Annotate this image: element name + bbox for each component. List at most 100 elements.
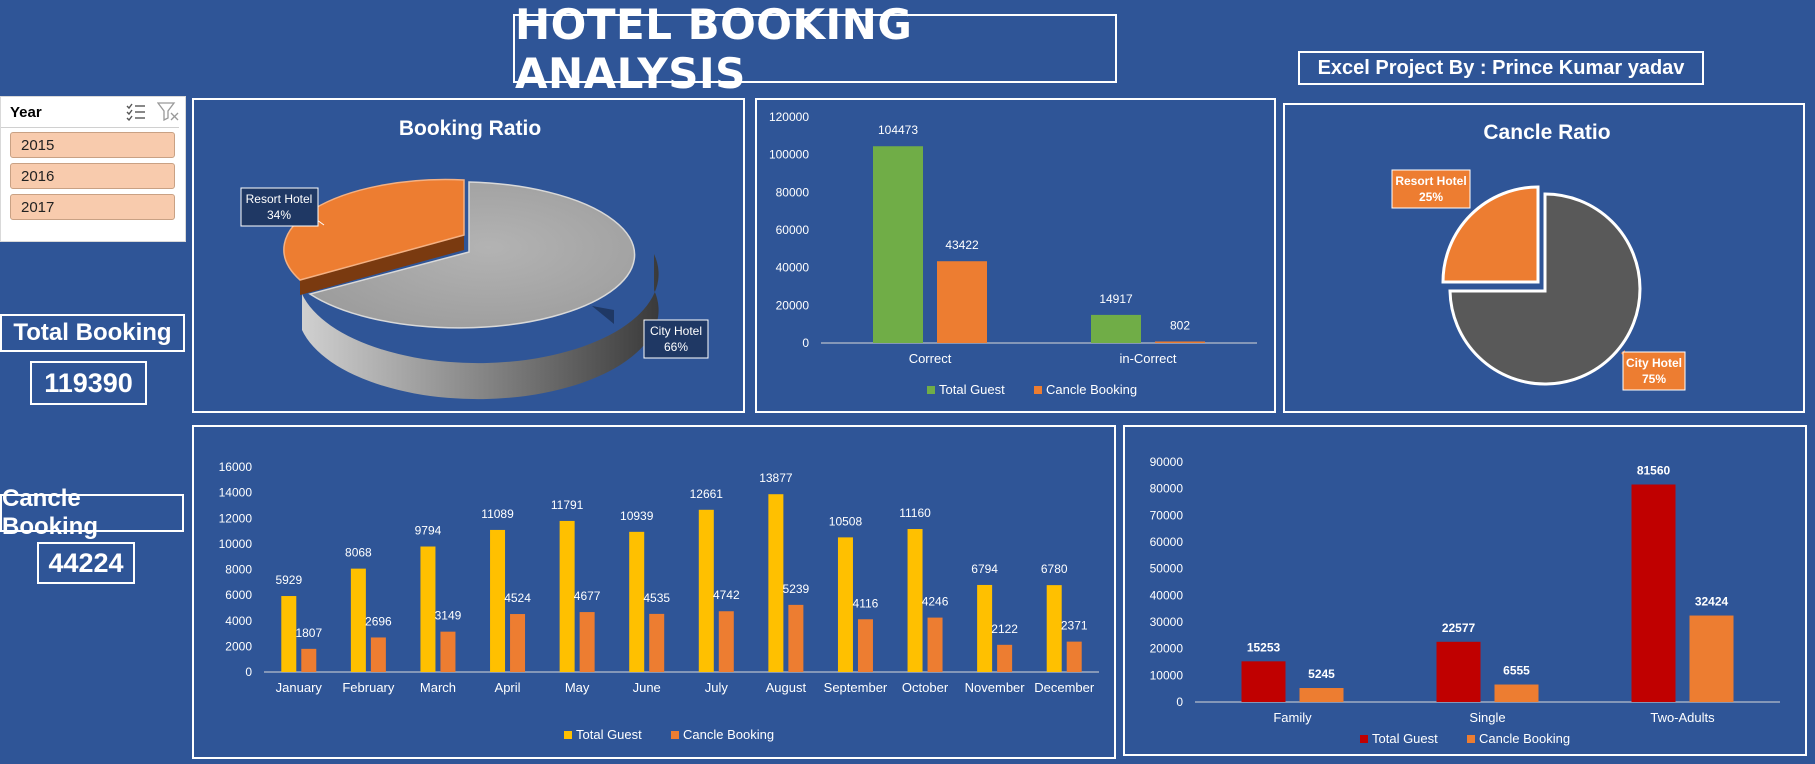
bar [718,611,734,672]
x-tick-label: June [633,680,661,695]
x-tick-label: Single [1469,710,1505,725]
bar [1046,585,1062,672]
bar [559,520,575,672]
data-label: 1807 [295,626,322,640]
legend-swatch [671,731,679,739]
x-tick-label: July [705,680,729,695]
label-box-resort [1391,169,1471,209]
data-label: 13877 [759,471,793,485]
cancel-ratio-panel: Cancle Ratio Resort Hotel 25% City Hotel… [1283,103,1805,413]
bar [420,546,436,672]
bar [927,617,943,672]
data-label: 3149 [435,609,462,623]
bar [907,529,923,672]
slicer-item-2016[interactable]: 2016 [10,163,175,189]
bar [997,644,1013,672]
chart-title: Cancle Ratio [1483,121,1610,144]
bar [1091,314,1141,343]
data-label: 2371 [1061,619,1088,633]
bar [1436,641,1481,702]
data-label: 11089 [481,507,514,521]
legend-swatch [1467,735,1475,743]
bar [579,612,595,672]
y-tick-label: 30000 [1150,615,1184,629]
y-tick-label: 70000 [1150,508,1184,522]
data-label: 14917 [1099,292,1133,306]
label-box-resort [240,187,319,227]
bar [649,613,665,672]
label-city-pct: 66% [664,340,688,354]
slicer-item-2017[interactable]: 2017 [10,194,175,220]
x-tick-label: September [824,680,888,695]
bar [977,584,993,672]
legend-entry: Total Guest [576,727,642,742]
total-booking-label: Total Booking [0,314,185,352]
author-label: Excel Project By : Prince Kumar yadav [1298,51,1704,85]
y-tick-label: 0 [1176,695,1183,709]
pie-slice-side-city-hotel [302,254,659,400]
bar [768,494,784,672]
slicer-item-2015[interactable]: 2015 [10,132,175,158]
y-tick-label: 0 [802,336,809,350]
legend-entry: Cancle Booking [1479,731,1570,746]
data-label: 4524 [504,591,531,605]
data-label: 2122 [991,622,1018,636]
bar [370,637,386,672]
label-resort-name: Resort Hotel [246,192,313,206]
x-tick-label: May [565,680,590,695]
correct-incorrect-panel: 0 20000 40000 60000 80000 100000 120000 104473 4… [755,98,1276,413]
guest-type-chart: 0 10000 20000 30000 40000 50000 60000 70000 8000… [1150,455,1780,746]
data-label: 6555 [1503,664,1530,678]
bar [1241,661,1286,702]
y-tick-label: 2000 [225,639,252,653]
label-city-name: City Hotel [650,324,702,338]
label-city-pct: 75% [1642,372,1666,386]
bar [1494,684,1539,702]
y-tick-label: 120000 [769,110,809,124]
y-tick-label: 16000 [219,460,253,474]
data-label: 11160 [899,506,931,520]
x-tick-label: October [902,680,949,695]
bar [510,614,526,672]
data-label: 22577 [1442,621,1476,635]
pie-slice-city-hotel [308,181,636,329]
data-label: 5245 [1308,667,1335,681]
bar [490,529,506,672]
legend-entry: Cancle Booking [1046,382,1137,397]
multi-select-icon[interactable] [125,101,147,121]
x-tick-label: December [1034,680,1095,695]
pie-slice-side-resort-hotel [300,235,464,295]
bar [1689,615,1734,702]
chart-title: Booking Ratio [399,117,541,140]
y-tick-label: 80000 [776,185,810,199]
y-tick-label: 6000 [225,588,252,602]
x-tick-label: November [965,680,1026,695]
correct-incorrect-chart: 0 20000 40000 60000 80000 100000 120000 104473 4… [769,110,1257,397]
clear-filter-icon[interactable] [157,101,179,121]
y-tick-label: 0 [245,665,252,679]
y-tick-label: 80000 [1150,482,1184,496]
x-tick-label: Family [1273,710,1312,725]
data-label: 104473 [878,123,918,137]
y-tick-label: 90000 [1150,455,1184,469]
label-resort-name: Resort Hotel [1395,174,1466,188]
y-tick-label: 10000 [1150,668,1184,682]
bar [629,531,645,672]
y-tick-label: 40000 [1150,588,1184,602]
bar [788,604,804,672]
bar [1066,641,1082,672]
y-tick-label: 14000 [219,486,253,500]
bar [857,619,873,672]
data-label: 4535 [643,591,670,605]
bar [698,509,714,672]
bar [937,261,987,343]
monthly-booking-chart: 0 2000 4000 6000 8000 10000 12000 14000 16000 592… [219,460,1099,742]
y-tick-label: 10000 [219,537,253,551]
legend-entry: Total Guest [1372,731,1438,746]
legend-swatch [927,386,935,394]
y-tick-label: 20000 [1150,642,1184,656]
bar [1631,484,1676,702]
x-tick-label: April [495,680,521,695]
y-tick-label: 8000 [225,563,252,577]
bar [837,537,853,672]
